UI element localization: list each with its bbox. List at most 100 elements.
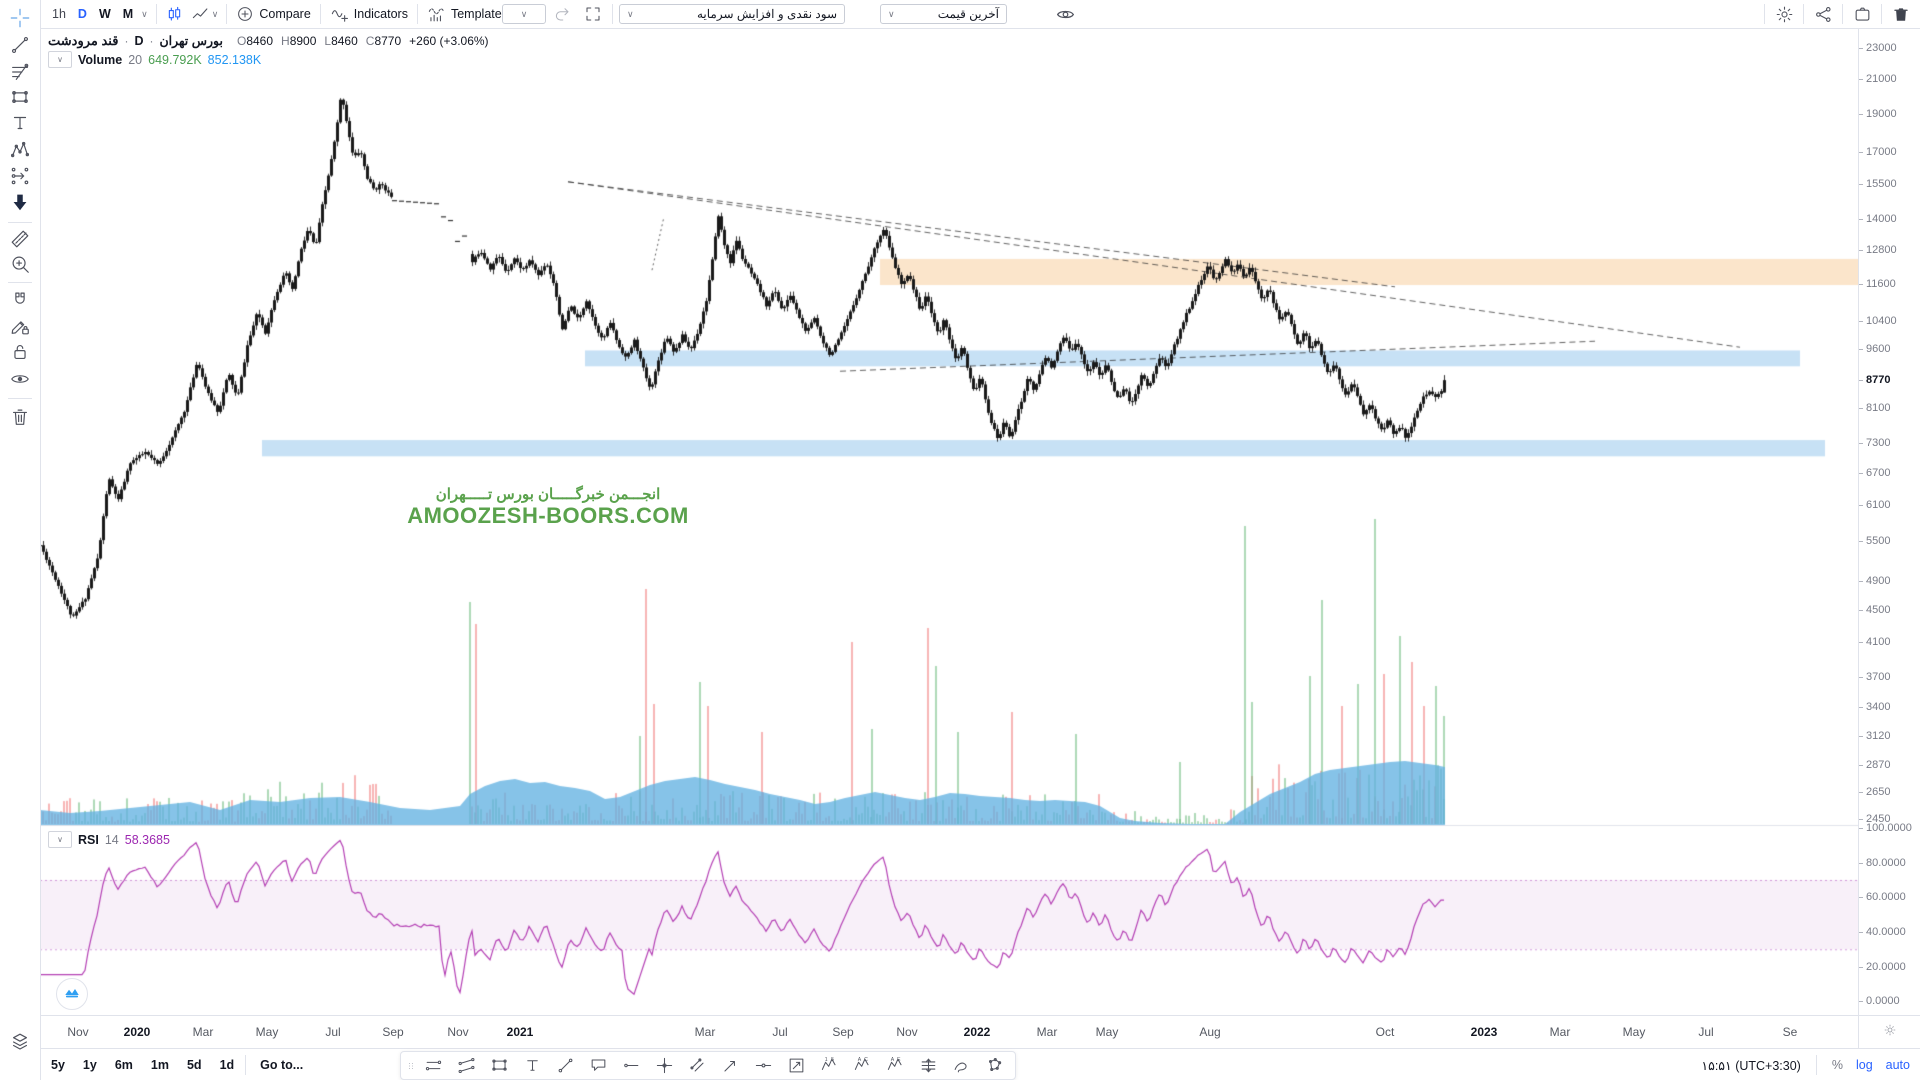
indicators-button[interactable]: Indicators bbox=[323, 1, 415, 27]
cross-line-icon bbox=[656, 1057, 673, 1074]
volume-collapse-button[interactable]: ∨ bbox=[48, 51, 72, 68]
range-1m-button[interactable]: 1m bbox=[150, 1058, 169, 1072]
range-buttons: 5y 1y 6m 1m 5d 1d bbox=[42, 1058, 243, 1072]
svg-text:E: E bbox=[897, 1057, 901, 1063]
corporate-actions-label: سود نقدی و افزایش سرمایه bbox=[696, 7, 837, 21]
parallel-lines-tool[interactable] bbox=[417, 1053, 450, 1078]
delete-button[interactable] bbox=[1884, 1, 1918, 27]
projection-tool[interactable] bbox=[780, 1053, 813, 1078]
text-tool[interactable] bbox=[516, 1053, 549, 1078]
object-tree-tool[interactable] bbox=[7, 1029, 33, 1055]
arrow-marker-icon bbox=[13, 194, 27, 211]
volume-legend[interactable]: ∨ Volume 20 649.792K 852.138K bbox=[48, 51, 261, 68]
rsi-value: 58.3685 bbox=[124, 832, 170, 847]
text-icon bbox=[527, 1060, 538, 1071]
price-tick: 12800 bbox=[1866, 243, 1897, 256]
log-scale-button[interactable]: log bbox=[1855, 1058, 1873, 1072]
time-axis[interactable]: Nov 2020 Mar May Jul Sep Nov 2021 Mar Jul Sep Nov 20… bbox=[40, 1015, 1858, 1049]
candles-style-icon[interactable] bbox=[165, 5, 184, 24]
drawing-lock-tool[interactable] bbox=[7, 313, 33, 339]
templates-button[interactable]: Templates bbox=[420, 1, 515, 27]
cross-line-tool[interactable] bbox=[648, 1053, 681, 1078]
snapshot-button[interactable] bbox=[1845, 1, 1879, 27]
timeframe-d[interactable]: D bbox=[77, 7, 87, 21]
price-tick-mark bbox=[1859, 472, 1863, 474]
corporate-actions-dropdown[interactable]: ∨ سود نقدی و افزایش سرمایه bbox=[619, 4, 845, 24]
time-label-Sep: Sep bbox=[382, 1025, 404, 1039]
chart-canvas[interactable] bbox=[40, 28, 1858, 1015]
text-tool[interactable] bbox=[7, 110, 33, 136]
line-style-icon[interactable] bbox=[191, 5, 210, 24]
rsi-collapse-button[interactable]: ∨ bbox=[48, 831, 72, 848]
fib-timezone-tool[interactable] bbox=[912, 1053, 945, 1078]
price-mode-dropdown[interactable]: ∨ آخرین قیمت bbox=[880, 4, 1007, 24]
brush-tool[interactable] bbox=[945, 1053, 978, 1078]
layout-dropdown[interactable]: ∨ bbox=[502, 4, 546, 24]
range-6m-button[interactable]: 6m bbox=[114, 1058, 133, 1072]
symbol-name[interactable]: قند مرودشت bbox=[48, 33, 119, 48]
remove-all-tool[interactable] bbox=[7, 404, 33, 430]
current-price-label: 8770 bbox=[1866, 374, 1891, 387]
price-tick-mark bbox=[1859, 249, 1863, 251]
range-1y-button[interactable]: 1y bbox=[82, 1058, 97, 1072]
ruler-tool[interactable] bbox=[7, 226, 33, 252]
hide-all-tool[interactable] bbox=[7, 366, 33, 392]
share-button[interactable] bbox=[1806, 1, 1840, 27]
range-5y-button[interactable]: 5y bbox=[51, 1058, 65, 1072]
rsi-tick: 40.0000 bbox=[1866, 925, 1906, 938]
eye-icon[interactable] bbox=[1055, 4, 1076, 25]
timeframe-m[interactable]: M bbox=[122, 7, 134, 21]
timeframe-1h[interactable]: 1h bbox=[52, 7, 66, 21]
fib-retracement-tool[interactable] bbox=[7, 59, 33, 85]
trend-line-tool[interactable] bbox=[549, 1053, 582, 1078]
horizontal-line-tool[interactable] bbox=[747, 1053, 780, 1078]
drag-handle-icon bbox=[408, 1062, 414, 1069]
lock-all-tool[interactable] bbox=[7, 339, 33, 365]
xabcd-pattern-tool[interactable] bbox=[7, 137, 33, 163]
disjoint-channel-tool[interactable] bbox=[450, 1053, 483, 1078]
auto-scale-button[interactable]: auto bbox=[1885, 1058, 1910, 1072]
price-tick: 6700 bbox=[1866, 466, 1891, 479]
range-1d-button[interactable]: 1d bbox=[219, 1058, 235, 1072]
magnet-tool[interactable] bbox=[7, 287, 33, 313]
settings-button[interactable] bbox=[1767, 1, 1801, 27]
callout-tool[interactable] bbox=[582, 1053, 615, 1078]
zoom-in-icon bbox=[12, 256, 29, 273]
axis-settings-icon bbox=[1883, 1023, 1897, 1042]
polygon-tool[interactable] bbox=[978, 1053, 1011, 1078]
range-5d-button[interactable]: 5d bbox=[186, 1058, 202, 1072]
zoom-in-tool[interactable] bbox=[7, 251, 33, 277]
fullscreen-icon[interactable] bbox=[584, 5, 602, 23]
goto-button[interactable]: Go to... bbox=[260, 1058, 304, 1072]
rectangle-tool[interactable] bbox=[483, 1053, 516, 1078]
price-axis[interactable]: 23000 21000 19000 17000 15500 14000 12800 11600… bbox=[1858, 28, 1920, 1015]
horizontal-ray-tool[interactable] bbox=[615, 1053, 648, 1078]
arrow-marker-tool[interactable] bbox=[7, 189, 33, 215]
timeframe-menu-chevron-icon[interactable]: ∨ bbox=[141, 8, 148, 19]
price-tick-mark bbox=[1859, 443, 1863, 445]
redo-icon[interactable] bbox=[553, 5, 571, 23]
trend-line-tool[interactable] bbox=[7, 32, 33, 58]
indicator-logo-button[interactable] bbox=[56, 978, 88, 1010]
style-menu-chevron-icon[interactable]: ∨ bbox=[211, 8, 219, 19]
drawing-tools-sidebar bbox=[0, 0, 41, 1080]
timeframe-w[interactable]: W bbox=[98, 7, 111, 21]
rsi-legend[interactable]: ∨ RSI 14 58.3685 bbox=[48, 831, 170, 848]
chevron-down-icon: ∨ bbox=[57, 55, 63, 64]
crosshair-tool[interactable] bbox=[7, 5, 33, 31]
shapes-tool[interactable] bbox=[7, 84, 33, 110]
legend-separator: · bbox=[149, 34, 154, 48]
arrow-tool[interactable] bbox=[714, 1053, 747, 1078]
prediction-tool[interactable] bbox=[7, 163, 33, 189]
clock[interactable]: ۱۵:۵۱ (UTC+3:30) bbox=[1701, 1058, 1801, 1073]
price-tick-mark bbox=[1859, 321, 1863, 323]
symbol-legend[interactable]: قند مرودشت · D · بورس تهران O8460 H8900 … bbox=[48, 33, 489, 49]
axis-settings-corner[interactable] bbox=[1858, 1015, 1920, 1049]
drag-handle[interactable] bbox=[405, 1053, 417, 1078]
parallel-channel-tool[interactable] bbox=[681, 1053, 714, 1078]
compare-button[interactable]: Compare bbox=[229, 1, 317, 27]
percent-scale-button[interactable]: % bbox=[1831, 1058, 1843, 1072]
